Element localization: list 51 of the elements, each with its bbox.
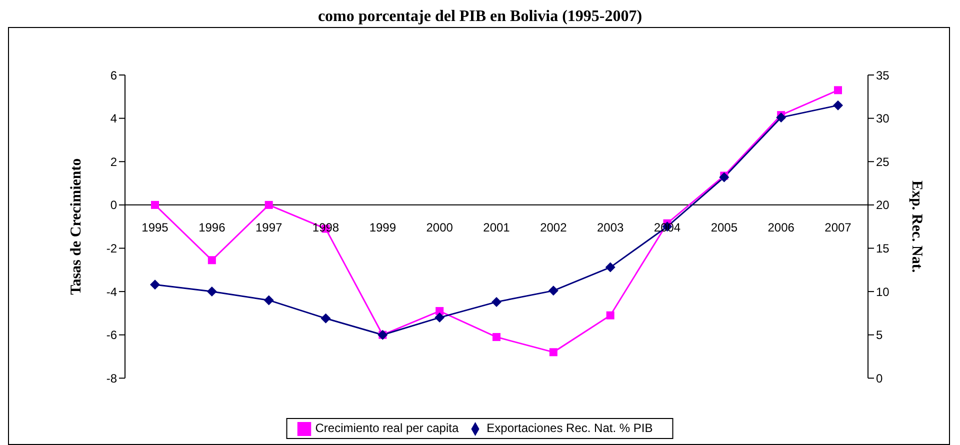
- y2-tick-label: 20: [876, 198, 890, 212]
- x-tick-label: 2001: [483, 220, 510, 234]
- y2-tick-label: 15: [876, 242, 890, 256]
- x-tick-label: 1995: [142, 220, 169, 234]
- point: [208, 256, 216, 264]
- x-tick-label: 2000: [426, 220, 454, 234]
- legend-label: Exportaciones Rec. Nat. % PIB: [486, 421, 653, 436]
- y-tick-label: 2: [110, 154, 118, 169]
- y2-tick-label: 35: [876, 68, 890, 82]
- point: [834, 86, 842, 94]
- x-tick-label: 2007: [824, 220, 852, 234]
- x-tick-label: 1999: [369, 220, 396, 234]
- point: [549, 348, 558, 356]
- y2-tick-label: 10: [876, 284, 890, 299]
- point: [719, 172, 730, 182]
- point: [492, 333, 500, 342]
- y-tick-label: -6: [106, 328, 118, 342]
- point: [206, 286, 217, 297]
- y-axis-title: Tasas de Crecimiento: [68, 158, 84, 295]
- point: [151, 200, 159, 209]
- y-tick-label: -8: [106, 371, 118, 386]
- x-tick-label: 2003: [596, 220, 624, 234]
- y2-tick-label: 5: [876, 328, 883, 342]
- x-tick-label: 2005: [710, 220, 738, 234]
- x-tick-label: 2002: [540, 220, 568, 234]
- x-tick-label: 1996: [198, 220, 226, 234]
- y-tick-label: -4: [106, 284, 118, 299]
- point: [492, 296, 502, 307]
- y2-tick-label: 30: [876, 112, 890, 126]
- chart-title: como porcentaje del PIB en Bolivia (1995-2007): [316, 8, 644, 26]
- point: [264, 200, 273, 209]
- y-tick-label: 6: [110, 68, 118, 82]
- point: [434, 312, 445, 323]
- point: [264, 295, 274, 306]
- point: [320, 313, 331, 324]
- legend-label: Crecimiento real per capita: [315, 421, 459, 436]
- point: [548, 286, 558, 296]
- point: [605, 262, 616, 272]
- y-tick-label: -2: [106, 242, 118, 256]
- y2-axis-title: Exp. Rec. Nat.: [908, 180, 925, 273]
- y-tick-label: 4: [110, 112, 118, 126]
- point: [436, 307, 444, 316]
- y2-tick-label: 0: [876, 371, 883, 386]
- y-tick-label: 0: [110, 198, 118, 212]
- point: [833, 100, 843, 110]
- x-tick-label: 1997: [255, 220, 283, 234]
- point: [776, 112, 786, 122]
- x-tick-label: 2006: [768, 220, 795, 234]
- point: [606, 311, 614, 320]
- point: [150, 280, 160, 290]
- y2-tick-label: 25: [876, 154, 890, 169]
